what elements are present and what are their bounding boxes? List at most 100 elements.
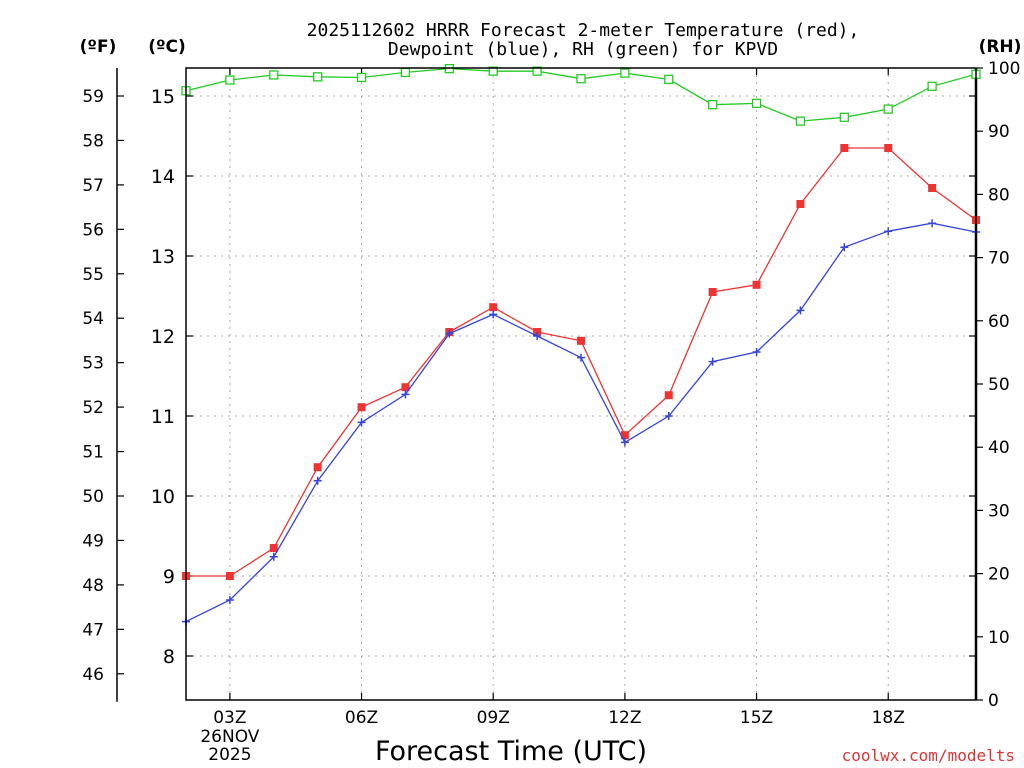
rh-tick-label: 70 [988, 249, 1010, 269]
rh-tick-label: 10 [988, 628, 1010, 648]
x-axis-title: Forecast Time (UTC) [375, 736, 647, 767]
rh-point [532, 66, 542, 76]
time-tick-label: 18Z [872, 708, 905, 728]
celsius-tick-label: 10 [151, 486, 175, 508]
fahrenheit-tick-label: 53 [82, 354, 104, 374]
rh-point [664, 74, 674, 85]
time-tick-label: 12Z [608, 708, 641, 728]
temperature-point [313, 463, 322, 472]
celsius-tick-label: 15 [151, 86, 175, 108]
celsius-tick-label: 13 [151, 246, 175, 268]
gridlines [186, 68, 976, 700]
temperature-point [401, 383, 410, 392]
dewpoint-point [664, 412, 673, 420]
temperature-point [796, 200, 805, 208]
dewpoint-point [445, 329, 454, 338]
dewpoint-point [840, 243, 849, 252]
dewpoint-point [620, 438, 629, 447]
time-tick-date-label: 26NOV [200, 727, 259, 747]
dewpoint-point [928, 219, 937, 228]
rh-point [488, 66, 498, 76]
fahrenheit-tick-label: 56 [82, 220, 104, 240]
temperature-point [664, 391, 673, 400]
temperature-point [269, 544, 278, 552]
fahrenheit-tick-label: 49 [82, 531, 104, 551]
temperature-point [884, 144, 893, 152]
celsius-unit-label: (ºC) [148, 37, 186, 57]
dewpoint-point [533, 332, 542, 340]
dewpoint-point [796, 306, 805, 315]
rh-point [927, 81, 937, 91]
rh-point [708, 100, 718, 110]
fahrenheit-tick-label: 47 [82, 620, 104, 640]
temperature-point [928, 184, 937, 192]
celsius-tick-label: 11 [151, 406, 175, 428]
rh-tick-label: 90 [988, 122, 1010, 142]
dewpoint-point [708, 357, 717, 366]
temperature-point [489, 303, 498, 312]
dewpoint-point [401, 390, 410, 399]
dewpoint-point [884, 227, 893, 236]
rh-tick-label: 0 [988, 691, 999, 711]
dewpoint-point [225, 596, 234, 604]
fahrenheit-tick-label: 51 [82, 443, 104, 463]
rh-point [795, 116, 806, 126]
dewpoint-point [269, 552, 278, 561]
temperature-point [620, 431, 629, 440]
rh-unit-label: (RH) [979, 37, 1022, 57]
credit-text: coolwx.com/modelts [842, 746, 1015, 765]
fahrenheit-tick-label: 46 [82, 665, 104, 685]
time-tick-label: 09Z [477, 708, 510, 728]
time-tick-year-label: 2025 [208, 745, 251, 765]
fahrenheit-tick-label: 57 [82, 176, 104, 196]
temperature-point [752, 280, 761, 289]
celsius-tick-label: 14 [151, 166, 175, 188]
temperature-point [708, 288, 717, 296]
fahrenheit-tick-label: 55 [82, 265, 104, 285]
rh-tick-label: 100 [988, 59, 1020, 79]
time-tick-label: 15Z [740, 708, 773, 728]
rh-point [356, 72, 367, 83]
temperature-point [840, 144, 849, 152]
time-tick-label: 03Z [213, 708, 246, 728]
fahrenheit-tick-label: 59 [82, 87, 104, 107]
temperature-point [357, 403, 366, 412]
rh-tick-label: 20 [988, 565, 1010, 585]
celsius-tick-label: 12 [151, 326, 175, 348]
rh-point [751, 98, 762, 109]
time-tick-label: 06Z [345, 708, 378, 728]
chart-title-line2: Dewpoint (blue), RH (green) for KPVD [388, 39, 778, 60]
dewpoint-point [752, 348, 761, 356]
rh-axis: 0 10 20 30 40 50 60 70 80 90 100 [974, 59, 1020, 711]
rh-point [883, 104, 893, 114]
fahrenheit-tick-label: 58 [82, 131, 104, 151]
fahrenheit-tick-label: 54 [82, 309, 104, 329]
rh-point [400, 67, 411, 78]
rh-tick-label: 30 [988, 501, 1010, 521]
rh-point [269, 70, 279, 80]
temperature-line [186, 147, 977, 577]
rh-point [839, 112, 849, 122]
rh-tick-label: 60 [988, 312, 1010, 332]
dewpoint-point [489, 310, 498, 319]
fahrenheit-axis: 46 47 48 49 50 51 52 53 54 55 56 57 58 59 [82, 68, 124, 702]
fahrenheit-tick-label: 52 [82, 398, 104, 418]
series-layer [181, 63, 981, 626]
rh-point [225, 75, 235, 85]
temperature-point [225, 572, 234, 580]
dewpoint-point [313, 476, 322, 485]
fahrenheit-tick-label: 48 [82, 576, 104, 596]
plot-frame [185, 67, 977, 701]
fahrenheit-tick-label: 50 [82, 487, 104, 507]
rh-tick-label: 40 [988, 438, 1010, 458]
fahrenheit-unit-label: (ºF) [80, 37, 117, 57]
rh-tick-label: 50 [988, 375, 1010, 395]
dewpoint-line [185, 222, 977, 623]
celsius-tick-label: 9 [163, 566, 175, 588]
rh-point [620, 68, 630, 78]
temperature-point [577, 336, 585, 345]
celsius-tick-label: 8 [163, 646, 175, 668]
rh-point [576, 74, 586, 84]
rh-tick-label: 80 [988, 185, 1010, 205]
